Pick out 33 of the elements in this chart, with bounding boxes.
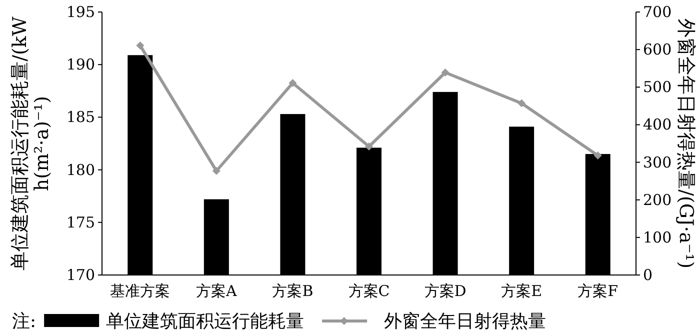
y-tick-label: 175 xyxy=(66,213,95,232)
x-tick-label: 方案C xyxy=(348,282,390,300)
point xyxy=(288,79,297,88)
y2-tick-label: 300 xyxy=(643,153,672,172)
y-tick-label: 190 xyxy=(66,56,95,74)
x-tick-label: 基准方案 xyxy=(110,282,170,300)
x-tick-label: 方案D xyxy=(424,282,466,300)
legend-label: 外窗全年日射得热量 xyxy=(384,311,546,332)
point xyxy=(594,152,602,160)
point xyxy=(365,142,373,151)
y2-tick-label: 0 xyxy=(643,266,653,284)
y2-tick-label: 700 xyxy=(643,3,672,21)
y-axis-title: 单位建筑面积运行能耗量/(kWh(m²·a)⁻¹) xyxy=(9,16,53,270)
y-tick-label: 185 xyxy=(66,108,95,126)
point xyxy=(441,68,450,76)
y2-tick-label: 100 xyxy=(643,228,672,246)
x-tick-label: 方案A xyxy=(196,282,238,300)
point xyxy=(518,99,526,108)
x-tick-label: 方案E xyxy=(501,282,542,300)
point xyxy=(212,166,220,175)
y2-tick-label: 600 xyxy=(643,40,672,59)
legend-title: 注: xyxy=(12,311,36,332)
point xyxy=(136,41,144,50)
y-tick-label: 195 xyxy=(66,3,95,21)
y2-tick-label: 500 xyxy=(643,78,672,96)
y2-tick-label: 200 xyxy=(643,190,672,209)
legend-label: 单位建筑面积运行能耗量 xyxy=(106,311,304,332)
x-tick-label: 方案B xyxy=(272,282,314,300)
y2-axis-title: 外窗全年日射得热量/(GJ·a⁻¹) xyxy=(675,18,697,269)
y-tick-label: 180 xyxy=(66,160,95,179)
x-tick-label: 方案F xyxy=(578,282,618,300)
y2-tick-label: 400 xyxy=(643,116,672,134)
y-tick-label: 170 xyxy=(66,266,95,284)
